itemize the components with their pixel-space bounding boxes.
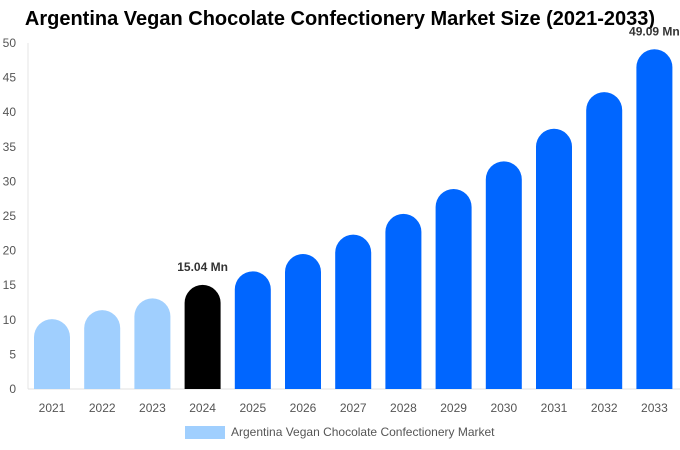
- y-tick-label: 15: [3, 278, 17, 292]
- y-tick-label: 0: [9, 382, 16, 396]
- legend: Argentina Vegan Chocolate Confectionery …: [185, 425, 495, 439]
- legend-swatch: [185, 425, 225, 439]
- y-tick-label: 40: [3, 105, 17, 119]
- y-tick-label: 50: [3, 36, 17, 50]
- bar-2022: [84, 310, 121, 389]
- x-tick-label: 2021: [39, 401, 66, 415]
- x-tick-label: 2027: [340, 401, 367, 415]
- y-tick-label: 25: [3, 209, 17, 223]
- bar-2021: [34, 319, 70, 389]
- x-tick-label: 2031: [541, 401, 568, 415]
- bar-2031: [536, 128, 572, 390]
- y-tick-label: 30: [3, 174, 17, 188]
- x-tick-label: 2033: [641, 401, 668, 415]
- bar-2032: [586, 92, 623, 389]
- chart-title: Argentina Vegan Chocolate Confectionery …: [24, 8, 656, 30]
- data-label: 49.09 Mn: [629, 24, 680, 38]
- x-tick-label: 2025: [239, 401, 266, 415]
- x-tick-label: 2029: [440, 401, 467, 415]
- bar-2025: [234, 271, 271, 389]
- bar-2029: [435, 189, 472, 389]
- x-tick-label: 2023: [139, 401, 166, 415]
- bar-2028: [385, 213, 422, 389]
- y-tick-label: 20: [3, 244, 17, 258]
- x-tick-label: 2026: [290, 401, 317, 415]
- x-tick-label: 2024: [189, 401, 216, 415]
- y-tick-label: 10: [3, 313, 17, 327]
- bar-2024: [184, 284, 221, 389]
- bar-2033: [636, 49, 673, 389]
- bar-2023: [134, 298, 171, 389]
- legend-label: Argentina Vegan Chocolate Confectionery …: [231, 425, 495, 439]
- bar-2030: [485, 161, 522, 389]
- bar-2027: [335, 234, 372, 389]
- x-tick-label: 2030: [490, 401, 517, 415]
- y-tick-label: 35: [3, 140, 17, 154]
- y-tick-label: 45: [3, 71, 17, 85]
- y-tick-label: 5: [9, 347, 16, 361]
- data-label: 15.04 Mn: [177, 260, 228, 274]
- x-tick-label: 2022: [89, 401, 116, 415]
- x-tick-label: 2028: [390, 401, 417, 415]
- bar-2026: [285, 254, 321, 389]
- x-tick-label: 2032: [591, 401, 618, 415]
